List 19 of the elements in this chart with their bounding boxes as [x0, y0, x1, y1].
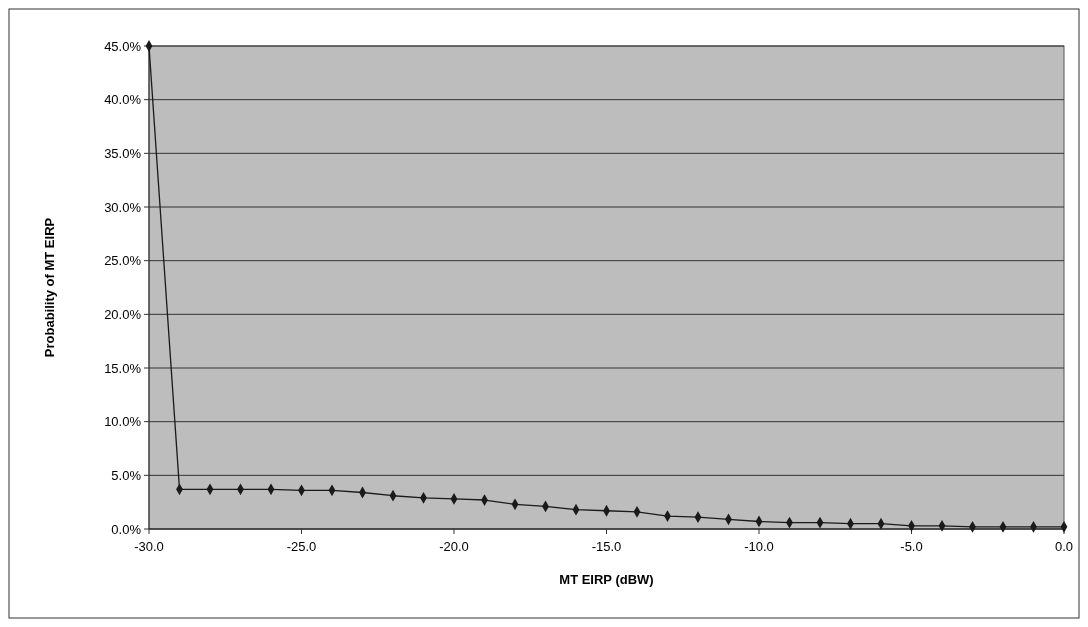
y-axis-title: Probability of MT EIRP [42, 217, 57, 358]
y-tick-label: 5.0% [111, 467, 142, 483]
x-tick-label: -10.0 [744, 539, 774, 554]
x-tick-label: 0.0 [1054, 539, 1074, 554]
y-tick-label: 30.0% [104, 199, 142, 215]
x-tick-label: -20.0 [439, 539, 469, 554]
y-tick-label: 15.0% [104, 360, 142, 376]
x-tick-label: -25.0 [286, 539, 317, 554]
y-tick-label: 25.0% [104, 253, 142, 269]
x-tick-label: -30.0 [134, 539, 164, 554]
x-axis-title: MT EIRP (dBW) [559, 572, 654, 587]
y-tick-label: 40.0% [104, 92, 142, 108]
y-tick-label: 20.0% [104, 306, 142, 322]
x-tick-label: -15.0 [591, 539, 622, 554]
y-tick-label: 0.0% [111, 521, 142, 537]
y-tick-label: 10.0% [104, 414, 142, 430]
y-tick-label: 45.0% [104, 38, 142, 54]
y-tick-label: 35.0% [104, 145, 142, 161]
x-tick-label: -5.0 [900, 539, 923, 554]
